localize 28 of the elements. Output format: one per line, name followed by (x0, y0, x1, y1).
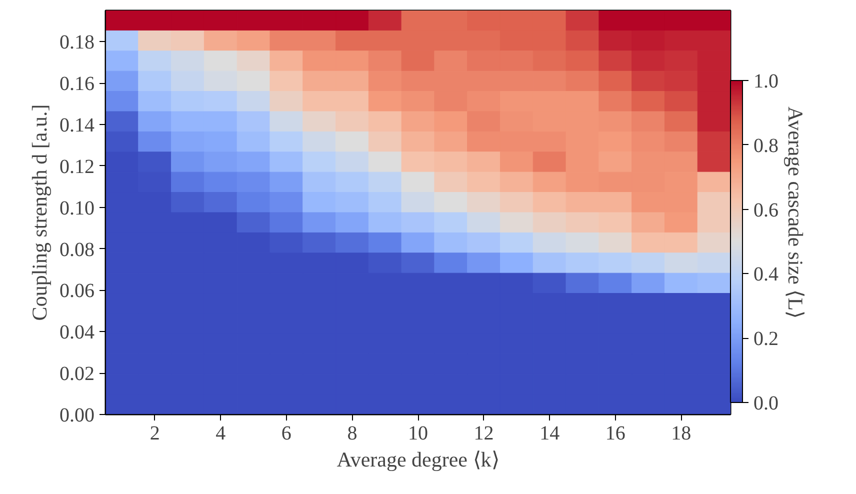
y-tick-label: 0.16 (60, 73, 94, 96)
x-axis-title: Average degree ⟨k⟩ (336, 448, 500, 472)
x-tick-label: 4 (216, 422, 226, 444)
y-tick-label: 0.04 (60, 322, 94, 344)
y-tick-label: 0.00 (60, 404, 94, 426)
y-tick-label: 0.12 (60, 156, 94, 178)
color-bar-title: Average cascade size ⟨L⟩ (784, 106, 808, 319)
color-bar-label: 0.4 (754, 264, 778, 286)
y-tick-label: 0.06 (60, 280, 94, 302)
x-tick-label: 10 (408, 422, 428, 444)
color-bar-label: 0.2 (754, 328, 778, 350)
y-tick-label: 0.10 (60, 197, 94, 220)
x-tick-label: 18 (671, 422, 692, 444)
x-tick-label: 12 (474, 422, 494, 444)
x-tick-label: 6 (281, 422, 292, 444)
y-tick-label: 0.14 (60, 114, 94, 136)
y-tick-label: 0.02 (60, 363, 94, 386)
x-tick-label: 8 (347, 422, 358, 444)
y-tick-label: 0.18 (60, 32, 94, 54)
color-bar-label: 0.6 (754, 199, 778, 222)
y-axis-title: Coupling strength d [a.u.] (28, 104, 52, 321)
x-tick-label: 16 (605, 422, 626, 444)
x-tick-label: 2 (150, 422, 160, 444)
color-bar-label: 0.0 (754, 392, 778, 414)
color-bar-label: 1.0 (754, 70, 778, 92)
x-tick-label: 14 (540, 422, 560, 444)
color-bar-label: 0.8 (754, 134, 778, 157)
y-tick-label: 0.08 (60, 238, 94, 261)
